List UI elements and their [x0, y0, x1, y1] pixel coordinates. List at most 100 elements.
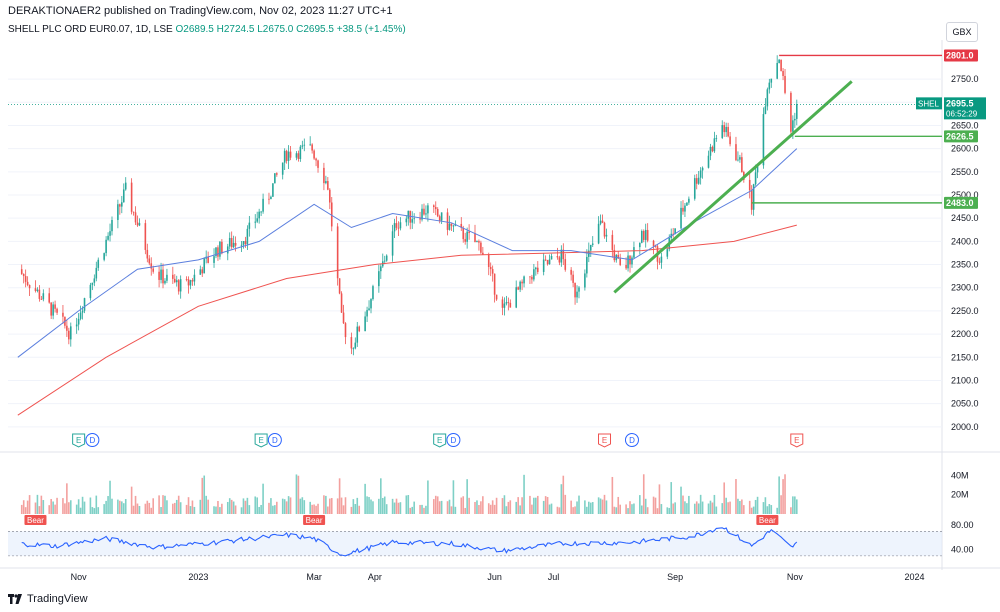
volume-bar	[83, 501, 86, 514]
candle-body	[764, 106, 767, 115]
volume-bar	[491, 500, 494, 514]
volume-bar	[478, 505, 480, 514]
candle-body	[737, 159, 739, 161]
rsi-signal-bg	[303, 515, 326, 525]
volume-bar	[436, 496, 439, 514]
volume-bar	[350, 506, 353, 514]
candle-body	[117, 204, 119, 220]
footer-brand[interactable]: TradingView	[8, 593, 88, 605]
volume-bar	[285, 501, 288, 514]
volume-bar	[656, 508, 659, 514]
volume-bar	[411, 506, 414, 514]
y-tick-label: 2450.0	[951, 213, 979, 223]
volume-bar	[66, 483, 68, 514]
candle-body	[132, 211, 135, 213]
candle-body	[550, 256, 553, 260]
candle-body	[432, 205, 435, 207]
volume-bar	[262, 483, 264, 514]
volume-bar	[370, 499, 372, 514]
volume-bar	[684, 501, 686, 514]
candle-body	[727, 126, 729, 137]
candle-body	[531, 276, 533, 280]
volume-bar	[693, 503, 696, 514]
candle-body	[523, 276, 525, 284]
candle-body	[762, 114, 765, 166]
candle-body	[695, 178, 698, 184]
candle-body	[699, 170, 702, 178]
candle-body	[739, 157, 741, 160]
candle-body	[91, 282, 94, 285]
volume-bar	[228, 498, 231, 514]
volume-bar	[160, 507, 162, 514]
volume-bar	[276, 501, 278, 514]
candle-body	[446, 212, 449, 230]
candle-body	[766, 89, 769, 107]
candle-body	[327, 181, 329, 190]
volume-bar	[378, 498, 380, 514]
y-tick-label: 2750.0	[951, 74, 979, 84]
dividend-marker	[267, 433, 282, 447]
candle-body	[493, 273, 496, 295]
volume-bar	[327, 506, 329, 514]
candle-body	[491, 269, 494, 274]
candle-body	[124, 182, 127, 190]
candle-body	[228, 237, 231, 247]
candle-body	[425, 213, 427, 215]
rsi-signal-bg	[24, 515, 47, 525]
volume-bar	[364, 483, 366, 514]
volume-bar	[672, 503, 674, 514]
candle-body	[121, 202, 123, 207]
volume-bar	[652, 496, 655, 514]
volume-bar	[28, 495, 31, 514]
volume-bar	[54, 504, 56, 514]
candle-body	[262, 198, 264, 212]
volume-bar	[642, 474, 645, 514]
volume-bar	[166, 500, 168, 514]
candle-body	[105, 239, 107, 254]
candle-body	[295, 153, 298, 158]
candle-body	[20, 269, 23, 274]
candle-body	[380, 266, 382, 272]
volume-bar	[794, 496, 796, 514]
volume-bar	[646, 507, 649, 514]
earnings-marker	[254, 433, 268, 448]
volume-bar	[77, 499, 80, 514]
y-tick-label: 2350.0	[951, 260, 979, 270]
candle-body	[201, 269, 204, 274]
volume-bar	[440, 500, 443, 514]
candle-body	[173, 278, 176, 283]
candle-body	[219, 241, 221, 257]
candle-body	[546, 259, 549, 265]
currency-button[interactable]: GBX	[946, 22, 978, 42]
volume-bar	[158, 495, 160, 514]
y-tick-label: 2050.0	[951, 399, 979, 409]
volume-bar	[297, 475, 300, 514]
candle-body	[40, 298, 43, 300]
candle-body	[784, 75, 786, 93]
volume-bar	[342, 505, 345, 514]
volume-bar	[790, 507, 792, 514]
symbol-tag-label: SHEL	[918, 99, 939, 108]
candle-body	[601, 220, 604, 223]
candle-body	[487, 254, 490, 267]
volume-bar	[215, 506, 217, 514]
sma-long-line	[17, 224, 797, 416]
volume-bar	[482, 496, 484, 514]
volume-bar	[707, 503, 710, 514]
candle-body	[254, 221, 257, 223]
candle-body	[613, 249, 616, 261]
volume-bar	[79, 507, 82, 514]
candle-body	[489, 266, 492, 270]
volume-bar	[48, 505, 51, 514]
volume-bar	[64, 503, 66, 514]
candle-body	[780, 59, 782, 71]
volume-bar	[570, 500, 572, 514]
candle-body	[28, 284, 31, 289]
volume-bar	[419, 504, 421, 514]
candle-body	[244, 241, 247, 245]
event-label: D	[451, 436, 457, 445]
volume-bar	[132, 505, 135, 514]
candle-body	[317, 160, 319, 168]
volume-bar	[22, 500, 25, 514]
